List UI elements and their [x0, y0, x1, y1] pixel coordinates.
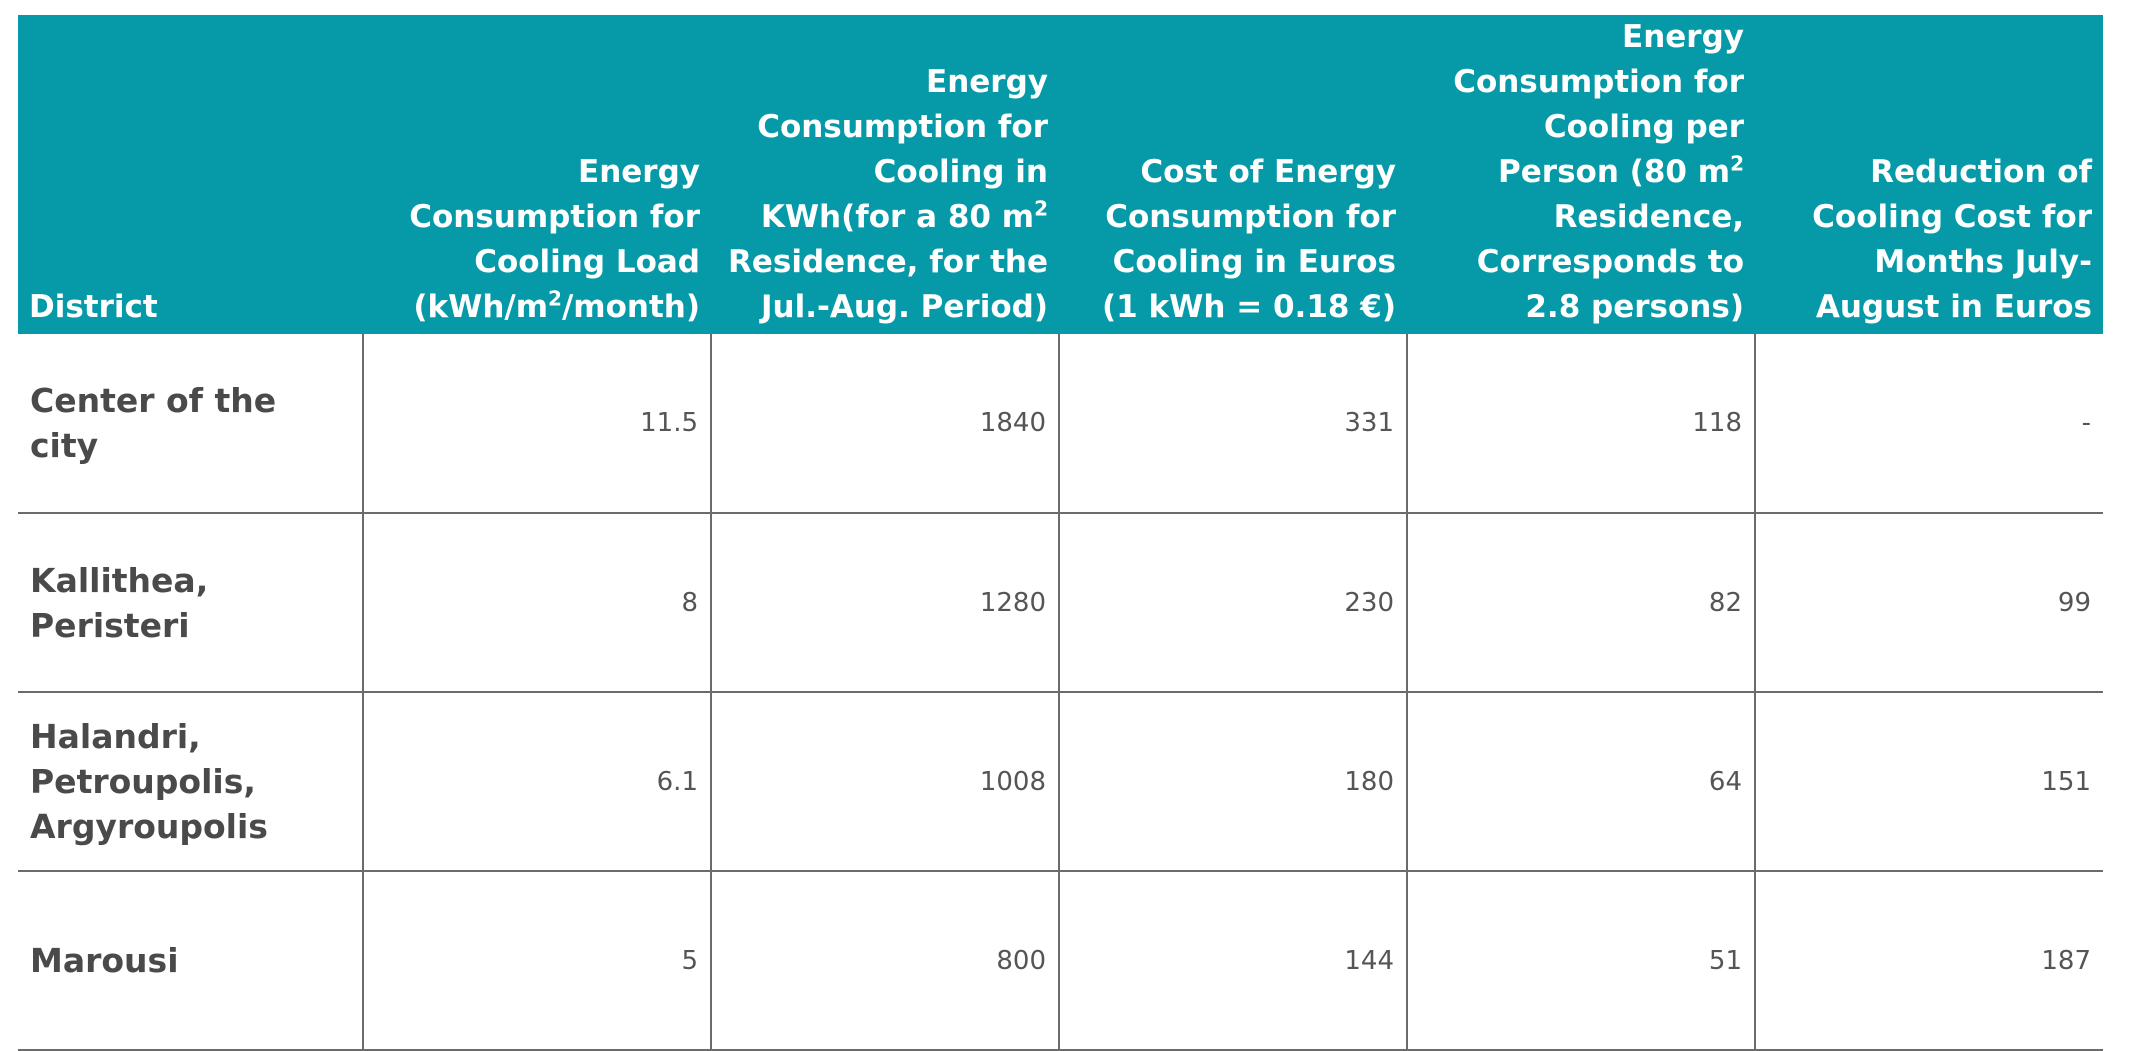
header-row: District Energy Consumption for Cooling … [18, 15, 2103, 334]
table-row: Halandri, Petroupolis, Argyroupolis 6.1 … [18, 692, 2103, 872]
district-cell: Marousi [18, 871, 363, 1051]
header-cooling-load-text: Energy Consumption for Cooling Load (kWh… [409, 154, 700, 325]
reduction-cell: 151 [1754, 692, 2103, 872]
header-cost-euros: Cost of Energy Consumption for Cooling i… [1059, 15, 1407, 334]
cooling-load-cell: 8 [362, 513, 711, 693]
cost-cell: 230 [1058, 513, 1407, 693]
kwh-cell: 1280 [710, 513, 1059, 693]
header-cost-reduction: Reduction of Cooling Cost for Months Jul… [1755, 15, 2103, 334]
table-body: Center of the city 11.5 1840 331 118 - K… [18, 334, 2103, 1051]
header-per-person: Energy Consumption for Cooling per Perso… [1407, 15, 1755, 334]
header-kwh-residence-text: Energy Consumption for Cooling in KWh(fo… [757, 64, 1048, 235]
header-district-label: District [29, 289, 158, 325]
header-per-person-sup: 2 [1730, 151, 1744, 176]
cost-cell: 331 [1058, 334, 1407, 514]
energy-consumption-table: District Energy Consumption for Cooling … [18, 15, 2103, 1051]
per-person-cell: 64 [1406, 692, 1755, 872]
header-kwh-residence-tail: Residence, for the Jul.-Aug. Period) [727, 244, 1048, 325]
header-per-person-text: Energy Consumption for Cooling per Perso… [1453, 19, 1744, 190]
header-cooling-load: Energy Consumption for Cooling Load (kWh… [363, 15, 711, 334]
energy-table-container: District Energy Consumption for Cooling … [18, 15, 2103, 1051]
district-cell: Halandri, Petroupolis, Argyroupolis [18, 692, 363, 872]
table-row: Center of the city 11.5 1840 331 118 - [18, 334, 2103, 514]
per-person-cell: 118 [1406, 334, 1755, 514]
header-cost-reduction-text: Reduction of Cooling Cost for Months Jul… [1812, 154, 2092, 325]
table-row: Marousi 5 800 144 51 187 [18, 871, 2103, 1051]
cooling-load-cell: 6.1 [362, 692, 711, 872]
reduction-cell: 187 [1754, 871, 2103, 1051]
table-row: Kallithea, Peristeri 8 1280 230 82 99 [18, 513, 2103, 693]
cost-cell: 144 [1058, 871, 1407, 1051]
district-cell: Center of the city [18, 334, 363, 514]
header-district: District [18, 15, 363, 334]
reduction-cell: 99 [1754, 513, 2103, 693]
table-header: District Energy Consumption for Cooling … [18, 15, 2103, 334]
kwh-cell: 1008 [710, 692, 1059, 872]
header-per-person-tail: Residence, Corresponds to 2.8 persons) [1476, 199, 1744, 325]
reduction-cell: - [1754, 334, 2103, 514]
header-cost-euros-text: Cost of Energy Consumption for Cooling i… [1102, 154, 1396, 325]
per-person-cell: 82 [1406, 513, 1755, 693]
header-kwh-residence-sup: 2 [1034, 196, 1048, 221]
header-cooling-load-tail: /month) [561, 289, 700, 325]
kwh-cell: 800 [710, 871, 1059, 1051]
header-kwh-residence: Energy Consumption for Cooling in KWh(fo… [711, 15, 1059, 334]
district-cell: Kallithea, Peristeri [18, 513, 363, 693]
cost-cell: 180 [1058, 692, 1407, 872]
cooling-load-cell: 11.5 [362, 334, 711, 514]
per-person-cell: 51 [1406, 871, 1755, 1051]
kwh-cell: 1840 [710, 334, 1059, 514]
header-cooling-load-sup: 2 [548, 286, 562, 311]
cooling-load-cell: 5 [362, 871, 711, 1051]
